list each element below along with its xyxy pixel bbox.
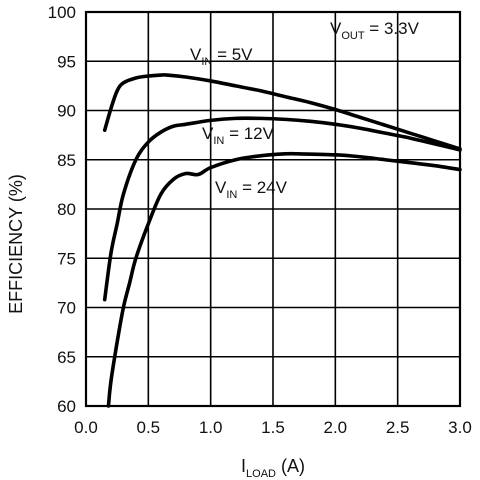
- y-tick-label: 65: [57, 348, 76, 367]
- y-tick-label: 80: [57, 200, 76, 219]
- y-tick-label: 100: [48, 3, 76, 22]
- x-axis-label: ILOAD (A): [241, 456, 305, 480]
- y-tick-label: 85: [57, 151, 76, 170]
- y-tick-label: 60: [57, 397, 76, 416]
- series-line-12v: [102, 116, 462, 302]
- y-tick-label: 95: [57, 52, 76, 71]
- series-label-5v: VIN = 5V: [190, 45, 253, 68]
- grid: [86, 12, 460, 406]
- series-label-24v: VIN = 24V: [215, 178, 288, 201]
- plot-frame: [84, 10, 462, 408]
- y-tick-label: 75: [57, 249, 76, 268]
- y-tick-label: 90: [57, 102, 76, 121]
- y-axis-label: EFFICIENCY (%): [6, 174, 26, 314]
- x-tick-label: 0.0: [74, 418, 98, 437]
- x-tick-label: 0.5: [137, 418, 161, 437]
- y-tick-label: 70: [57, 299, 76, 318]
- series-line-24v: [106, 151, 462, 408]
- x-tick-labels: 0.0 0.5 1.0 1.5 2.0 2.5 3.0: [74, 418, 472, 437]
- x-tick-label: 2.0: [324, 418, 348, 437]
- x-tick-label: 2.5: [386, 418, 410, 437]
- x-tick-label: 1.0: [199, 418, 223, 437]
- x-tick-label: 3.0: [448, 418, 472, 437]
- x-tick-label: 1.5: [261, 418, 285, 437]
- vout-annotation: VOUT = 3.3V: [330, 19, 420, 42]
- series-line-5v: [102, 73, 462, 151]
- series-layer: [102, 73, 462, 408]
- series-label-12v: VIN = 12V: [202, 124, 275, 147]
- y-tick-labels: 60 65 70 75 80 85 90 95 100: [48, 3, 76, 416]
